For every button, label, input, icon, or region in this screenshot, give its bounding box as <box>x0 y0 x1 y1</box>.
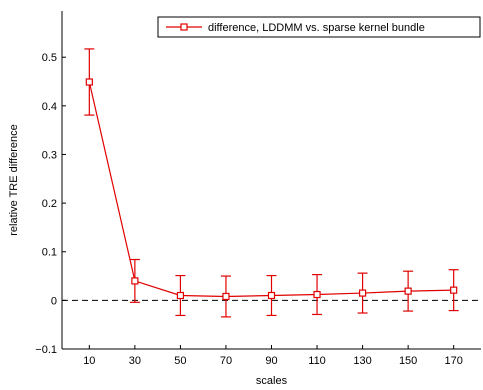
data-point-marker <box>267 291 276 300</box>
y-tick-label: 0.3 <box>42 149 57 161</box>
legend-marker <box>180 23 188 31</box>
y-tick-label: 0 <box>51 295 57 307</box>
data-point-marker <box>404 287 412 295</box>
data-point-marker <box>131 277 139 285</box>
plot-area: 10 30 50 70 90 110 130 150 170 −0.1 0 0.1 0.2 0.3 0.4 0… <box>8 11 481 387</box>
x-tick-label: 170 <box>444 355 462 367</box>
y-tick-label: 0.4 <box>42 101 57 113</box>
series-line <box>88 81 454 298</box>
legend-entry-label: difference, LDDMM vs. sparse kernel bund… <box>208 22 425 34</box>
y-tick-label: 0.2 <box>42 198 57 210</box>
data-point-marker <box>222 292 230 301</box>
x-tick-label: 30 <box>129 355 141 367</box>
y-tick-label: −0.1 <box>35 344 57 356</box>
x-tick-label: 90 <box>265 355 277 367</box>
data-point-marker <box>313 290 321 299</box>
x-tick-label: 130 <box>353 355 371 367</box>
y-axis-label: relative TRE difference <box>8 124 20 235</box>
x-tick-label: 110 <box>308 355 326 367</box>
data-point-marker <box>176 291 185 300</box>
x-tick-label: 150 <box>399 355 417 367</box>
x-tick-label: 50 <box>174 355 186 367</box>
x-tick-label: 10 <box>83 355 95 367</box>
data-point-marker <box>85 78 93 86</box>
x-axis-label: scales <box>256 375 288 387</box>
x-tick-label: 70 <box>220 355 232 367</box>
legend-box <box>157 16 481 38</box>
data-point-marker <box>358 289 367 297</box>
y-tick-label: 0.1 <box>42 247 57 259</box>
y-tick-label: 0.5 <box>42 52 57 64</box>
data-point-marker <box>450 286 458 294</box>
